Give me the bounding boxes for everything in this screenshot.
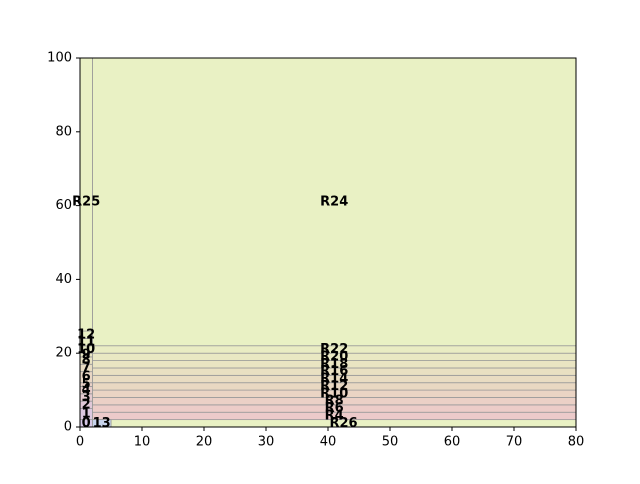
rect-label: R4: [325, 408, 344, 423]
rect-label: 10: [77, 342, 95, 357]
x-tick-label: 70: [506, 435, 523, 450]
rect-label: 2: [82, 397, 91, 412]
rect: [92, 57, 577, 347]
rect-label: R22: [320, 342, 348, 357]
rect-label: R12: [320, 379, 348, 394]
rect-label: R16: [320, 364, 348, 379]
rect-label: R8: [325, 394, 344, 409]
rect-label: R20: [320, 349, 348, 364]
rect-label: 6: [82, 370, 91, 385]
rect-label: R10: [320, 386, 348, 401]
rect-label: 11: [77, 335, 95, 350]
rect-label: R18: [320, 357, 348, 372]
rect-label: R14: [320, 372, 348, 387]
x-tick-label: 60: [444, 435, 461, 450]
x-tick-label: 80: [568, 435, 585, 450]
rect-label: 3: [82, 390, 91, 405]
x-tick-label: 20: [196, 435, 213, 450]
x-tick-label: 50: [382, 435, 399, 450]
y-tick-label: 100: [47, 51, 72, 66]
y-tick-label: 40: [55, 272, 72, 287]
rect-label: R25: [72, 194, 100, 209]
rect-label: 7: [82, 360, 91, 375]
x-tick-label: 40: [320, 435, 337, 450]
rect-label: 5: [82, 377, 91, 392]
rect-label: 8: [82, 353, 91, 368]
rect-label: 9: [82, 348, 91, 363]
rect-label: R6: [325, 401, 344, 416]
rect-label: 4: [82, 383, 91, 398]
rect-label: 1: [82, 407, 91, 422]
x-tick-label: 30: [258, 435, 275, 450]
rect-label: R24: [320, 194, 348, 209]
x-tick-label: 0: [76, 435, 84, 450]
y-tick-label: 20: [55, 346, 72, 361]
rect-label: 13: [93, 416, 111, 431]
x-tick-label: 10: [134, 435, 151, 450]
rect-label: 0: [82, 416, 91, 431]
y-tick-label: 80: [55, 124, 72, 139]
y-tick-label: 60: [55, 198, 72, 213]
rect-label: 12: [77, 327, 95, 342]
y-tick-label: 0: [64, 420, 72, 435]
